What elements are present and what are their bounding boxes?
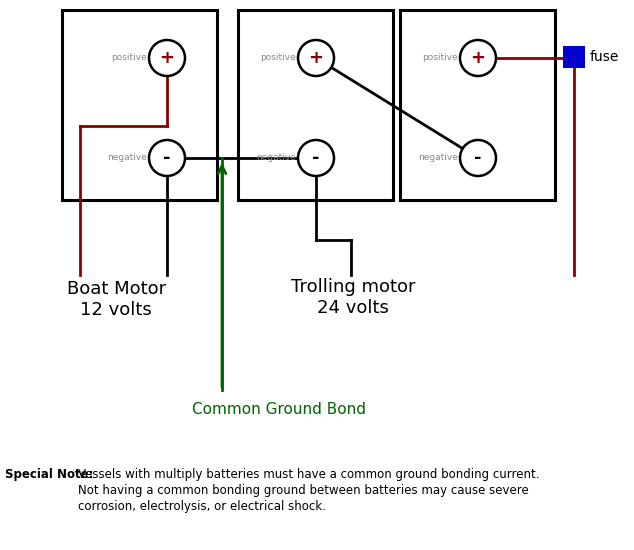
Text: Not having a common bonding ground between batteries may cause severe: Not having a common bonding ground betwe… <box>78 484 529 497</box>
Text: corrosion, electrolysis, or electrical shock.: corrosion, electrolysis, or electrical s… <box>78 500 326 513</box>
Circle shape <box>460 40 496 76</box>
Text: negative: negative <box>107 153 147 162</box>
Text: Trolling motor
24 volts: Trolling motor 24 volts <box>291 278 415 317</box>
Circle shape <box>149 40 185 76</box>
Bar <box>62 10 217 200</box>
Text: fuse: fuse <box>590 50 619 64</box>
Circle shape <box>149 140 185 176</box>
Bar <box>400 10 555 200</box>
Text: positive: positive <box>111 53 147 63</box>
Text: negative: negative <box>418 153 458 162</box>
Circle shape <box>298 40 334 76</box>
Bar <box>563 46 585 68</box>
Text: Special Note:: Special Note: <box>5 468 93 481</box>
Text: -: - <box>163 149 171 167</box>
Text: +: + <box>160 49 174 67</box>
Text: -: - <box>474 149 482 167</box>
Text: positive: positive <box>422 53 458 63</box>
Text: negative: negative <box>256 153 296 162</box>
Text: +: + <box>470 49 486 67</box>
Text: Boat Motor
12 volts: Boat Motor 12 volts <box>67 280 166 319</box>
Circle shape <box>460 140 496 176</box>
Text: Vessels with multiply batteries must have a common ground bonding current.: Vessels with multiply batteries must hav… <box>78 468 540 481</box>
Bar <box>238 10 393 200</box>
Circle shape <box>298 140 334 176</box>
Text: positive: positive <box>260 53 296 63</box>
Text: -: - <box>313 149 320 167</box>
Text: Common Ground Bond: Common Ground Bond <box>192 402 366 417</box>
Text: +: + <box>309 49 323 67</box>
